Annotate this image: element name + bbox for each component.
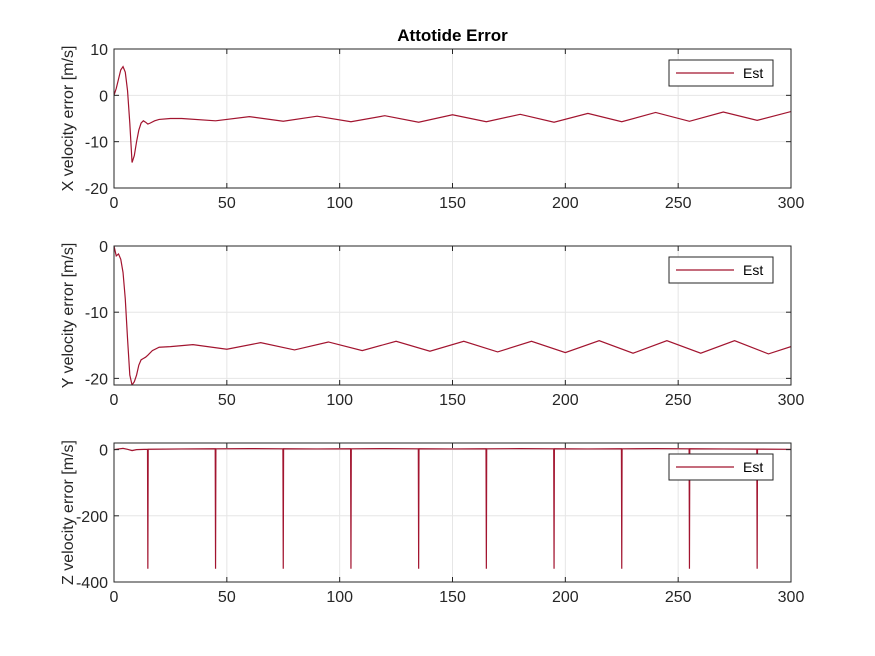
subplot-1: 0 50 100 150 200 250 300 -20 -10 0 10 X velocity er… — [60, 42, 804, 212]
x-tick-label: 150 — [439, 195, 466, 212]
x-tick-label: 150 — [439, 589, 466, 606]
series-line — [114, 246, 791, 385]
legend-entry-label: Est — [743, 459, 763, 475]
y-axis-label: Z velocity error [m/s] — [60, 440, 77, 585]
legend-entry-label: Est — [743, 262, 763, 278]
y-tick-label: -20 — [85, 181, 108, 198]
x-tick-label: 100 — [326, 392, 353, 409]
figure-title: Attotide Error — [397, 26, 508, 45]
subplot-3: 0 50 100 150 200 250 300 -400 -200 0 Z velocity er… — [60, 440, 804, 606]
legend: Est — [668, 256, 774, 284]
y-tick-label: -200 — [76, 509, 108, 526]
y-axis-label: Y velocity error [m/s] — [60, 243, 77, 389]
y-axis-label: X velocity error [m/s] — [60, 46, 77, 192]
x-tick-label: 250 — [665, 195, 692, 212]
y-tick-label: 0 — [99, 443, 108, 460]
x-tick-label: 250 — [665, 392, 692, 409]
series-line — [114, 447, 791, 569]
x-tick-label: 50 — [218, 195, 236, 212]
legend: Est — [668, 59, 774, 87]
x-tick-label: 50 — [218, 392, 236, 409]
y-tick-label: 0 — [99, 239, 108, 256]
x-tick-label: 300 — [778, 195, 805, 212]
series-Est — [114, 246, 791, 385]
subplot-2: 0 50 100 150 200 250 300 -20 -10 0 Y velocity erro… — [60, 239, 804, 409]
legend: Est — [668, 453, 774, 481]
x-tick-label: 0 — [110, 195, 119, 212]
series-line — [114, 65, 791, 163]
x-tick-label: 100 — [326, 589, 353, 606]
x-tick-label: 0 — [110, 392, 119, 409]
x-tick-label: 200 — [552, 392, 579, 409]
x-tick-label: 300 — [778, 392, 805, 409]
series-Est — [114, 65, 791, 163]
x-tick-label: 0 — [110, 589, 119, 606]
y-tick-label: 10 — [90, 42, 108, 59]
x-tick-label: 50 — [218, 589, 236, 606]
series-Est — [114, 447, 791, 569]
x-tick-label: 250 — [665, 589, 692, 606]
x-tick-label: 200 — [552, 195, 579, 212]
y-tick-label: -20 — [85, 371, 108, 388]
x-tick-label: 200 — [552, 589, 579, 606]
subplots-container: 0 50 100 150 200 250 300 -20 -10 0 10 X velocity er… — [60, 42, 804, 606]
y-tick-label: 0 — [99, 88, 108, 105]
y-tick-label: -10 — [85, 305, 108, 322]
x-tick-label: 300 — [778, 589, 805, 606]
legend-entry-label: Est — [743, 65, 763, 81]
y-tick-label: -400 — [76, 575, 108, 592]
y-tick-label: -10 — [85, 135, 108, 152]
x-tick-label: 100 — [326, 195, 353, 212]
x-tick-label: 150 — [439, 392, 466, 409]
